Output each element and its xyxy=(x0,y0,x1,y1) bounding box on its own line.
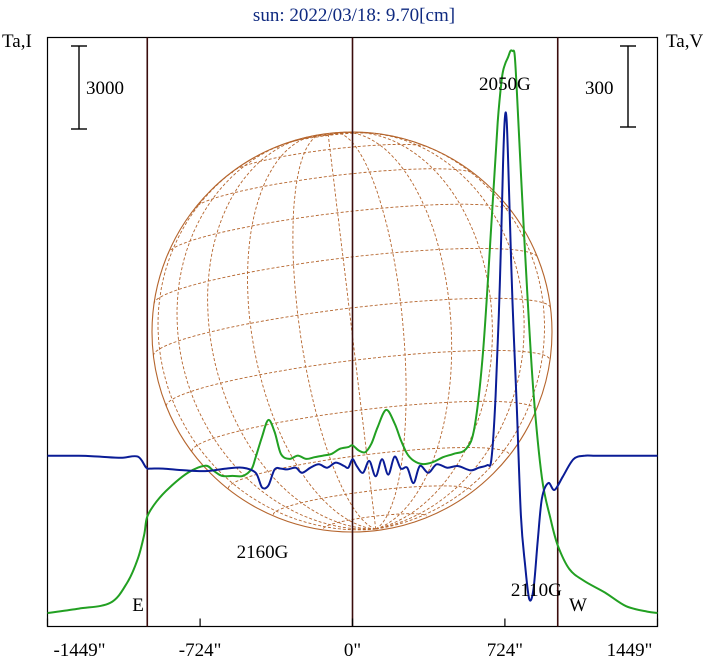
longitude-line xyxy=(157,134,376,531)
x-tick-label: -724" xyxy=(179,640,222,661)
series-group xyxy=(47,49,658,614)
x-tick-label: 1449" xyxy=(607,640,653,661)
latitude-line xyxy=(165,349,551,407)
annotations: 2050G 2160G 2110G xyxy=(237,74,563,601)
annotation-label: 2110G xyxy=(511,580,562,601)
latitude-line xyxy=(277,132,381,148)
annotation-label: 2160G xyxy=(237,542,289,563)
longitude-line xyxy=(327,132,407,530)
latitude-line xyxy=(323,513,427,529)
intensity-series-line xyxy=(47,49,658,614)
left-axis-label: Ta,I xyxy=(2,31,32,52)
x-tick-label: -1449" xyxy=(53,640,105,661)
longitude-line xyxy=(328,131,493,530)
latitude-line xyxy=(272,485,473,515)
x-tick-label: 0" xyxy=(344,640,361,661)
longitude-line xyxy=(328,132,545,530)
right-scale-bar xyxy=(620,45,636,128)
polarization-series-line xyxy=(47,111,658,602)
latitude-line xyxy=(167,203,513,255)
latitude-line xyxy=(227,447,510,489)
latitude-line xyxy=(152,297,552,356)
latitude-line xyxy=(194,168,477,210)
west-limb-label: W xyxy=(569,595,587,616)
chart-title: sun: 2022/03/18: 9.70[cm] xyxy=(253,5,455,26)
longitude-line xyxy=(207,134,376,530)
reference-lines xyxy=(146,37,559,627)
longitude-line xyxy=(328,131,453,530)
left-scale-bar-label: 3000 xyxy=(86,78,124,99)
east-limb-label: E xyxy=(132,595,144,616)
x-axis-ticks: -1449" -724" 0" 724" 1449" xyxy=(46,618,659,661)
x-tick-label: 724" xyxy=(487,640,523,661)
left-scale-bar xyxy=(71,45,87,130)
longitude-line xyxy=(247,134,376,530)
right-axis-label: Ta,V xyxy=(666,31,703,52)
latitude-line xyxy=(231,143,432,174)
right-scale-bar-label: 300 xyxy=(585,78,614,99)
latitude-line xyxy=(191,400,537,452)
annotation-label: 2050G xyxy=(479,74,531,95)
longitude-line xyxy=(292,133,376,530)
